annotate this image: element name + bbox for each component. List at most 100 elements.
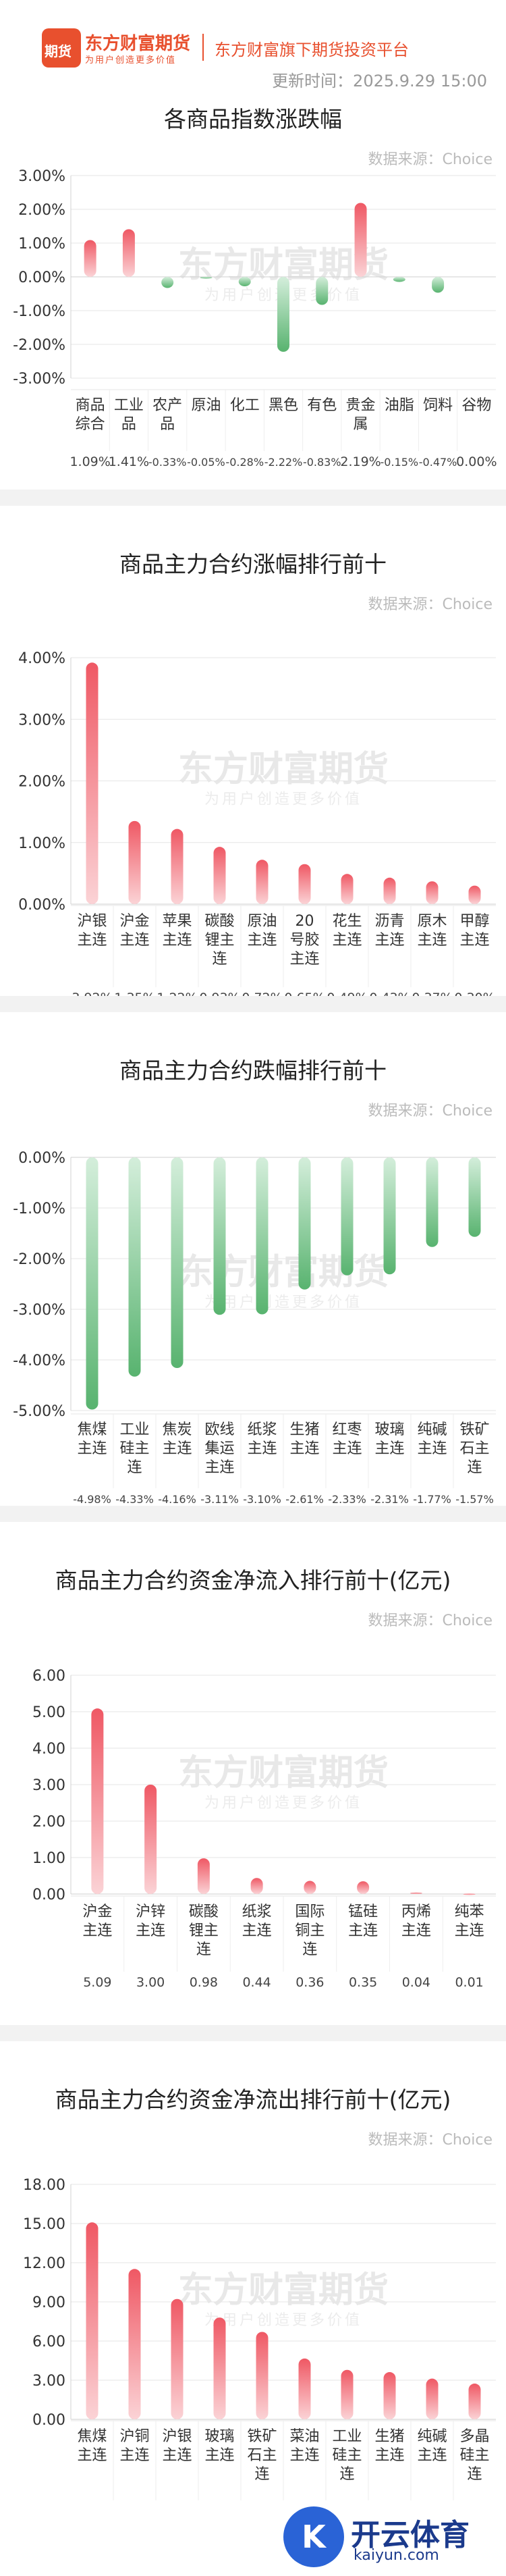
y-tick-label: 3.00% (18, 712, 65, 729)
category-label: 连 (467, 1459, 482, 1476)
bar (161, 277, 174, 288)
chart-source: 数据来源：Choice (368, 596, 493, 613)
category-label: 连 (467, 2466, 482, 2483)
category-label: 主连 (332, 1440, 362, 1457)
y-tick-label: 0.00% (18, 1150, 65, 1167)
category-label: 主连 (204, 2447, 234, 2464)
section-separator (0, 490, 506, 506)
bar (256, 1157, 269, 1315)
y-tick-label: 3.00 (32, 2373, 65, 2390)
watermark-text: 东方财富期货 (178, 1753, 389, 1793)
bar (200, 277, 213, 279)
y-tick-label: 18.00 (23, 2177, 65, 2194)
watermark-text: 东方财富期货 (178, 2270, 389, 2311)
y-tick-label: -1.00% (13, 303, 65, 320)
value-label: -0.05% (187, 456, 225, 469)
category-label: 工业 (332, 2428, 362, 2445)
bar (426, 2378, 439, 2419)
y-tick-label: -3.00% (13, 371, 65, 388)
bar (128, 2269, 141, 2419)
value-label: 3.00 (136, 1975, 165, 1990)
header-divider (202, 34, 204, 61)
category-label: 20 (296, 913, 314, 930)
category-label: 连 (212, 951, 227, 968)
bar (298, 2358, 311, 2419)
bar (144, 1785, 157, 1894)
bar (341, 2369, 354, 2419)
category-label: 纸浆 (247, 1421, 277, 1438)
category-label: 属 (354, 416, 368, 433)
category-label: 硅主 (119, 1440, 149, 1457)
bar (128, 1157, 141, 1377)
value-label: 1.41% (109, 454, 149, 469)
y-tick-label: -5.00% (13, 1403, 65, 1420)
watermark-sub: 为用户创造更多价值 (204, 2312, 362, 2329)
bar (213, 2317, 226, 2419)
value-label: 0.36 (296, 1975, 324, 1990)
bar (468, 2384, 481, 2419)
category-label: 沪银 (77, 913, 107, 930)
value-label: 3.92% (72, 991, 112, 996)
bar (383, 1157, 396, 1275)
y-tick-label: 2.00% (18, 774, 65, 791)
bar (298, 1157, 311, 1290)
bar (213, 1157, 226, 1315)
value-label: 1.09% (69, 454, 110, 469)
value-label: -1.77% (413, 1493, 451, 1506)
category-label: 主连 (289, 951, 319, 968)
category-label: 铜主 (295, 1922, 325, 1939)
value-label: -3.10% (243, 1493, 281, 1506)
chart-section-5: 商品主力合约资金净流出排行前十(亿元) 数据来源：Choice 东方财富期货 为用户创… (0, 2041, 506, 2500)
section-separator (0, 996, 506, 1012)
value-label: 1.22% (157, 991, 197, 996)
value-label: 0.65% (284, 991, 325, 996)
value-label: -0.28% (225, 456, 264, 469)
category-label: 主连 (242, 1922, 272, 1939)
category-label: 主连 (77, 1440, 107, 1457)
category-label: 花生 (332, 913, 362, 930)
y-tick-label: 1.00% (18, 236, 65, 253)
value-label: 5.09 (83, 1975, 111, 1990)
y-tick-label: 12.00 (23, 2255, 65, 2272)
category-label: 商品 (76, 397, 105, 414)
bar (354, 203, 367, 277)
category-label: 沪银 (162, 2428, 192, 2445)
chart-section-1: 各商品指数涨跌幅数据来源：Choice东方财富期货为用户创造更多价值3.00%2… (0, 101, 506, 490)
y-tick-label: 4.00% (18, 650, 65, 667)
category-label: 碳酸 (189, 1903, 219, 1920)
bar (213, 847, 226, 904)
category-label: 主连 (247, 1440, 277, 1457)
bar (171, 2298, 184, 2419)
value-label: -0.33% (148, 456, 187, 469)
category-label: 欧线 (204, 1421, 234, 1438)
category-label: 红枣 (332, 1421, 362, 1438)
y-tick-label: 0.00 (32, 2412, 65, 2429)
chart-title: 商品主力合约资金净流入排行前十(亿元) (55, 1567, 451, 1594)
category-label: 锂主 (189, 1922, 219, 1939)
chart-title: 商品主力合约涨幅排行前十 (119, 551, 387, 577)
category-label: 主连 (119, 2447, 149, 2464)
category-label: 玻璃 (374, 1421, 404, 1438)
y-tick-label: -4.00% (13, 1352, 65, 1369)
category-label: 焦煤 (77, 2428, 107, 2445)
value-label: 0.43% (369, 991, 410, 996)
bar (298, 864, 311, 904)
category-label: 纯碱 (417, 2428, 447, 2445)
category-label: 连 (339, 2466, 354, 2483)
value-label: -2.33% (328, 1493, 366, 1506)
category-label: 菜油 (289, 2428, 319, 2445)
category-label: 农产 (152, 397, 182, 414)
chart-svg: 东方财富期货为用户创造更多价值0.00%-1.00%-2.00%-3.00%-4… (13, 1150, 496, 1506)
value-label: -0.47% (419, 456, 457, 469)
category-label: 纯碱 (417, 1421, 447, 1438)
category-label: 主连 (459, 932, 489, 949)
category-label: 主连 (162, 932, 192, 949)
watermark-sub: 为用户创造更多价值 (204, 791, 362, 808)
category-label: 焦煤 (77, 1421, 107, 1438)
category-label: 沥青 (374, 913, 404, 930)
category-label: 主连 (455, 1922, 484, 1939)
value-label: 0.72% (242, 991, 282, 996)
y-tick-label: -1.00% (13, 1201, 65, 1217)
category-label: 铁矿 (247, 2428, 277, 2445)
